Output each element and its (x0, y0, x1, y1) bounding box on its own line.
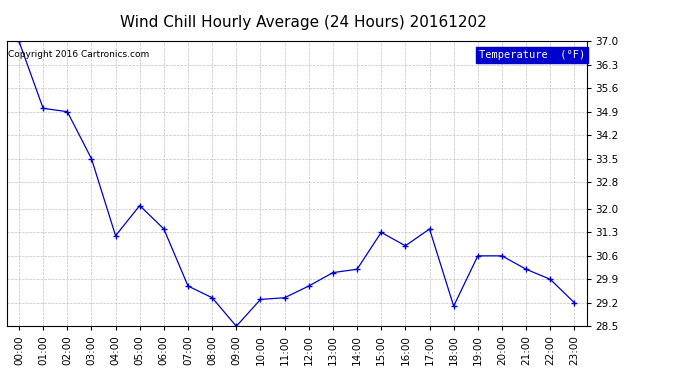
Text: Wind Chill Hourly Average (24 Hours) 20161202: Wind Chill Hourly Average (24 Hours) 201… (120, 15, 487, 30)
Text: Temperature  (°F): Temperature (°F) (479, 50, 585, 60)
Text: Copyright 2016 Cartronics.com: Copyright 2016 Cartronics.com (8, 50, 149, 59)
